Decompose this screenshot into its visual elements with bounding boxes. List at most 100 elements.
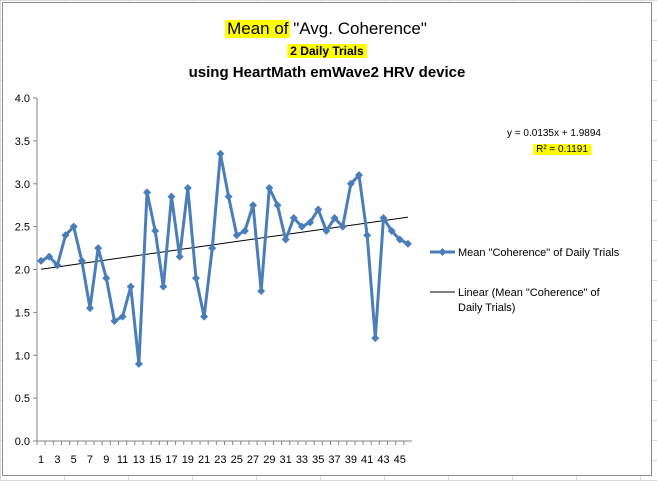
x-tick-label: 1: [38, 454, 44, 466]
data-point: [338, 222, 347, 231]
data-point: [281, 235, 290, 244]
data-point: [151, 226, 160, 235]
data-points: [37, 149, 412, 368]
x-tick-label: 27: [247, 454, 259, 466]
data-point: [289, 214, 298, 223]
data-point: [240, 226, 249, 235]
y-tick-label: 3.0: [15, 179, 30, 191]
data-point: [273, 201, 282, 210]
chart-title: Mean of "Avg. Coherence": [227, 19, 427, 38]
y-tick-label: 2.0: [15, 265, 30, 277]
legend-entry-series: Mean "Coherence" of Daily Trials: [458, 247, 620, 259]
data-point: [167, 192, 176, 201]
data-point: [191, 274, 200, 283]
x-tick-label: 25: [231, 454, 243, 466]
series-line-mean-coherence: [40, 152, 409, 366]
x-tick-label: 13: [133, 454, 145, 466]
data-point: [322, 226, 331, 235]
x-tick-label: 23: [214, 454, 226, 466]
r-squared-highlight: [533, 144, 592, 155]
data-point: [94, 244, 103, 253]
y-tick-label: 3.5: [15, 136, 30, 148]
data-point: [297, 222, 306, 231]
x-tick-label: 45: [394, 454, 406, 466]
chart-area[interactable]: [2, 2, 652, 476]
data-point: [110, 316, 119, 325]
subtitle-highlight: [287, 44, 368, 58]
x-tick-label: 21: [198, 454, 210, 466]
data-point: [143, 188, 152, 197]
x-tick-label: 11: [117, 454, 128, 466]
data-point: [175, 252, 184, 261]
data-point: [232, 231, 241, 240]
chart-title-part-avg-coherence: "Avg. Coherence": [289, 19, 427, 38]
x-tick-label: 31: [280, 454, 292, 466]
x-tick-label: 43: [377, 454, 389, 466]
data-point: [85, 304, 94, 313]
axes: [36, 98, 412, 442]
x-tick-label: 29: [263, 454, 275, 466]
data-point: [61, 231, 70, 240]
data-point: [126, 282, 135, 291]
chart-subtitle-2: using HeartMath emWave2 HRV device: [189, 64, 466, 81]
data-point: [53, 261, 62, 270]
x-tick-label: 15: [149, 454, 161, 466]
data-point: [77, 256, 86, 265]
chart-title-group: Mean of "Avg. Coherence" 2 Daily Trials …: [189, 19, 466, 81]
y-tick-labels: 0.0 0.5 1.0 1.5 2.0 2.5 3.0 3.5 4.0: [15, 93, 37, 448]
y-tick-label: 4.0: [15, 93, 30, 105]
data-point: [403, 239, 412, 248]
x-tick-label: 7: [87, 454, 93, 466]
data-point: [200, 312, 209, 321]
title-highlight: [225, 20, 290, 38]
data-point: [183, 184, 192, 193]
x-tick-label: 37: [328, 454, 340, 466]
x-tick-label: 35: [312, 454, 324, 466]
data-point: [208, 244, 217, 253]
data-point: [102, 274, 111, 283]
x-tick-label: 19: [182, 454, 194, 466]
data-point: [249, 201, 258, 210]
x-tick-label: 3: [54, 454, 60, 466]
data-point: [257, 286, 266, 295]
data-point: [159, 282, 168, 291]
x-tick-label: 17: [165, 454, 177, 466]
x-tick-label: 33: [296, 454, 308, 466]
data-point: [387, 226, 396, 235]
legend[interactable]: Mean "Coherence" of Daily Trials Linear …: [430, 247, 620, 314]
data-point: [37, 256, 46, 265]
data-point: [346, 179, 355, 188]
chart-title-part-mean-of: Mean of: [227, 19, 289, 38]
r-squared-label: R² = 0.1191: [536, 144, 588, 155]
y-tick-label: 1.0: [15, 350, 30, 362]
data-point: [395, 235, 404, 244]
trendline-equation-group: y = 0.0135x + 1.9894 R² = 0.1191: [507, 128, 601, 155]
data-point: [306, 218, 315, 227]
data-point: [224, 192, 233, 201]
data-point: [216, 149, 225, 158]
y-tick-label: 1.5: [15, 307, 30, 319]
data-point: [69, 222, 78, 231]
data-point: [134, 359, 143, 368]
data-point: [355, 171, 364, 180]
legend-entry-trendline-line1: Linear (Mean "Coherence" of: [458, 287, 601, 299]
x-tick-label: 5: [71, 454, 77, 466]
y-tick-label: 0.5: [15, 393, 30, 405]
y-tick-label: 0.0: [15, 436, 30, 448]
y-tick-label: 2.5: [15, 222, 30, 234]
x-tick-label: 39: [345, 454, 357, 466]
data-point: [118, 312, 127, 321]
x-tick-label: 41: [361, 454, 373, 466]
legend-series-marker: [438, 248, 447, 256]
x-tick-labels: 1 3 5 7 9 11 13 15 17 19 21 23 25 27 29 31 33 35 37 39 41 43 4…: [36, 441, 406, 466]
x-tick-label: 9: [103, 454, 109, 466]
data-point: [363, 231, 372, 240]
data-point: [314, 205, 323, 214]
data-point: [379, 214, 388, 223]
data-point: [330, 214, 339, 223]
legend-entry-trendline-line2: Daily Trials): [458, 302, 515, 314]
chart-subtitle: 2 Daily Trials: [290, 44, 364, 58]
data-point: [45, 252, 54, 261]
data-point: [265, 184, 274, 193]
